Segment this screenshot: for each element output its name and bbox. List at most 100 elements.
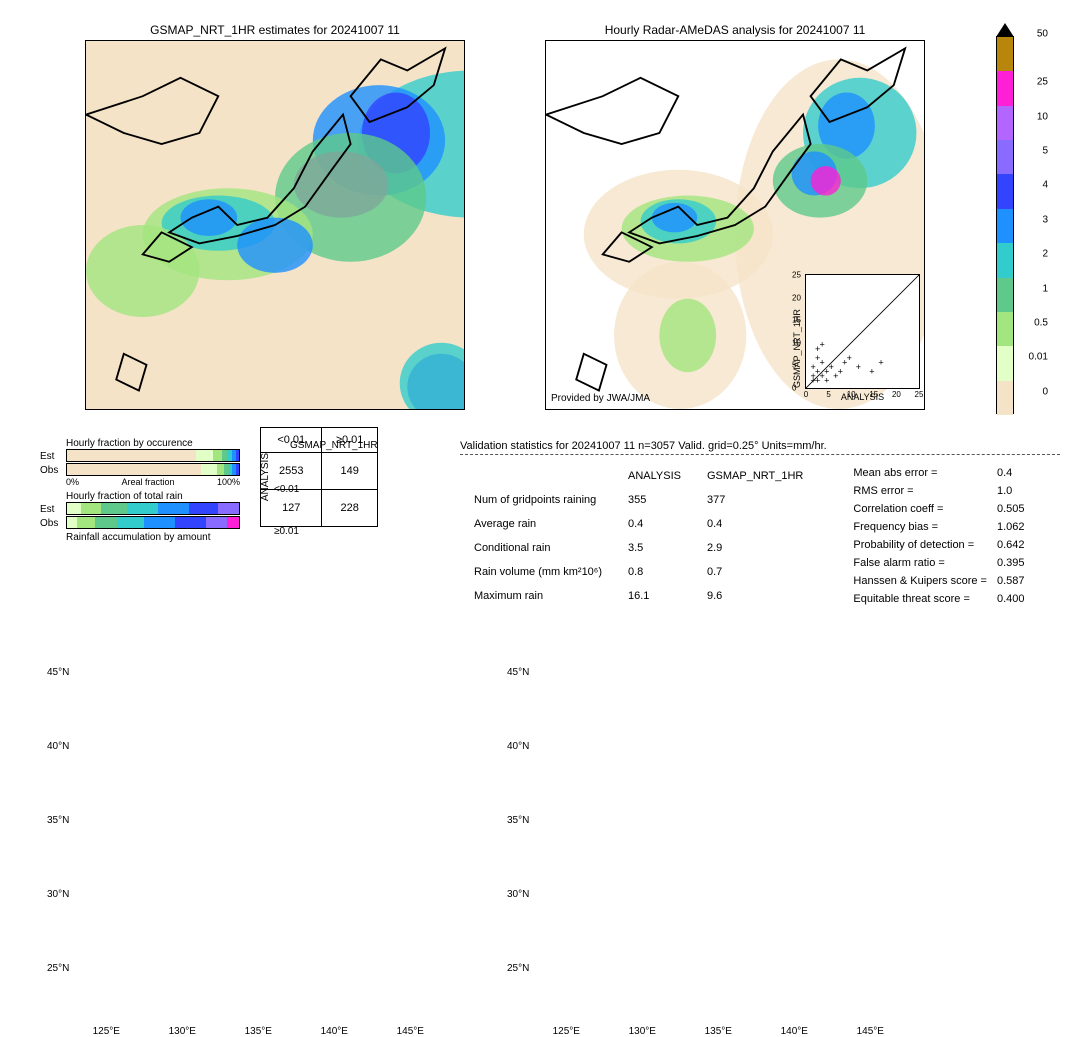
bar-seg [189,503,218,514]
row-label: Obs [40,465,62,476]
stats-cell: Rain volume (mm km²10⁶) [462,561,614,583]
tick-label: 35°N [507,815,529,826]
bar-seg [81,503,102,514]
cb-label: 0.5 [1034,317,1048,328]
stats-header: Validation statistics for 20241007 11 n=… [460,440,1060,455]
svg-text:+: + [815,353,820,363]
cb-label: 2 [1042,249,1048,260]
tick-label: 30°N [507,889,529,900]
stats-cell: 2.9 [695,537,815,559]
metric-cell: Hanssen & Kuipers score = [849,573,991,589]
bar-seg [201,464,216,475]
stats-cell: Average rain [462,513,614,535]
bar-seg [101,503,127,514]
scatter-tick: 10 [792,338,801,347]
scatter-tick: 15 [869,390,878,399]
bar-seg [67,517,77,528]
cb-seg [997,312,1013,346]
scatter-tick: 20 [892,390,901,399]
metric-cell: 1.062 [993,519,1029,535]
tick-label: 130°E [629,1026,656,1037]
metric-cell: Probability of detection = [849,537,991,553]
bar-seg [117,517,145,528]
bar-seg [67,464,201,475]
colorbar-overflow-tri [996,23,1014,37]
scatter-tick: 0 [792,384,796,393]
map-right-title: Hourly Radar-AMeDAS analysis for 2024100… [546,23,924,37]
bar-seg [217,464,224,475]
figure-root: GSMAP_NRT_1HR estimates for 20241007 11 … [0,0,1080,612]
metric-cell: 1.0 [993,483,1029,499]
bar-seg [236,464,239,475]
stats-cell: 377 [695,489,815,511]
stats-cell: Num of gridpoints raining [462,489,614,511]
svg-text:+: + [838,366,843,376]
row-label: Obs [40,518,62,529]
tick-label: 25°N [507,963,529,974]
stats-cell: Maximum rain [462,585,614,607]
bar-occur-est [66,449,240,462]
cb-seg [997,37,1013,71]
metric-cell: 0.505 [993,501,1029,517]
cb-seg [997,106,1013,140]
tick-label: 135°E [705,1026,732,1037]
cb-label: 0.01 [1029,352,1048,363]
metric-cell: RMS error = [849,483,991,499]
scatter-tick: 25 [915,390,924,399]
metric-cell: Mean abs error = [849,465,991,481]
bar-seg [95,517,117,528]
scatter-inset: ++++++++++++++++++++ ANALYSIS GSMAP_NRT_… [805,274,920,389]
cont-row1: ≥0.01 [274,510,299,552]
tick-label: 125°E [553,1026,580,1037]
contingency-block: GSMAP_NRT_1HR ANALYSIS <0.01≥0.01 255314… [260,440,378,501]
bar-seg [175,517,206,528]
cb-label: 3 [1042,214,1048,225]
bar-seg [144,517,175,528]
metric-cell: Correlation coeff = [849,501,991,517]
cont-row0: <0.01 [274,468,299,510]
stats-cell: 0.7 [695,561,815,583]
frac-title-2: Hourly fraction of total rain [66,491,240,502]
metric-cell: 0.400 [993,591,1029,607]
axis-0: 0% [66,477,79,487]
stats-cell: 3.5 [616,537,693,559]
stats-metrics: Mean abs error =0.4RMS error =1.0Correla… [847,463,1030,609]
bar-seg [213,450,222,461]
metric-cell: Equitable threat score = [849,591,991,607]
stats-ch2: GSMAP_NRT_1HR [695,465,815,487]
tick-label: 140°E [781,1026,808,1037]
svg-text:+: + [824,375,829,385]
scatter-tick: 15 [792,316,801,325]
cont-col0: <0.01 [261,428,322,453]
svg-text:+: + [856,362,861,372]
scatter-tick: 25 [792,271,801,280]
tick-label: 45°N [507,667,529,678]
tick-label: 40°N [47,741,69,752]
cb-seg [997,243,1013,277]
scatter-tick: 5 [826,390,830,399]
cb-label: 5 [1042,146,1048,157]
metric-cell: False alarm ratio = [849,555,991,571]
stats-cell: 0.4 [695,513,815,535]
bar-rain-obs [66,516,240,529]
map-right: Hourly Radar-AMeDAS analysis for 2024100… [545,40,925,410]
svg-text:+: + [847,353,852,363]
stats-cell: 0.4 [616,513,693,535]
metric-cell: 0.4 [993,465,1029,481]
cb-seg [997,71,1013,105]
cb-label: 0 [1042,386,1048,397]
metric-cell: 0.587 [993,573,1029,589]
scatter-ylabel: GSMAP_NRT_1HR [792,275,802,388]
cb-label: 10 [1037,111,1048,122]
tick-label: 145°E [857,1026,884,1037]
frac-title-1: Hourly fraction by occurence [66,438,240,449]
frac-title-3: Rainfall accumulation by amount [66,532,240,543]
tick-label: 35°N [47,815,69,826]
map-left: GSMAP_NRT_1HR estimates for 20241007 11 [85,40,465,410]
stats-cell: 355 [616,489,693,511]
bar-seg [218,503,239,514]
bar-seg [227,517,239,528]
tick-label: 30°N [47,889,69,900]
cb-label: 4 [1042,180,1048,191]
attribution: Provided by JWA/JMA [551,393,650,404]
